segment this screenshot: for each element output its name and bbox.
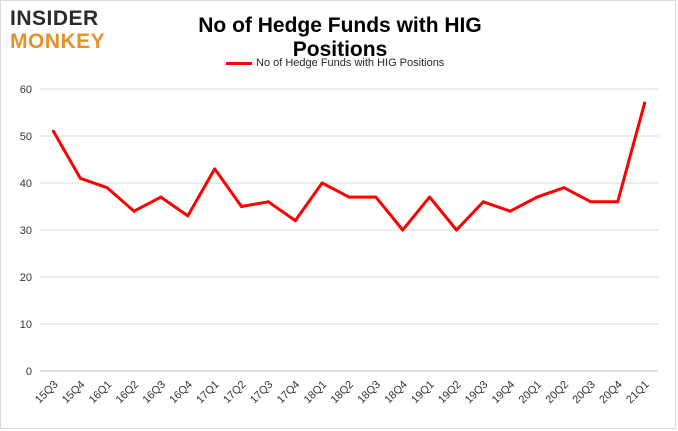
y-tick-label: 10 [20,319,32,331]
data-point [508,209,512,213]
data-point [347,195,351,199]
data-point [186,214,190,218]
x-tick-label: 17Q4 [275,379,303,407]
data-point [454,228,458,232]
x-tick-label: 18Q3 [355,379,383,407]
logo-line-1: INSIDER [10,7,99,30]
x-tick-label: 18Q4 [382,379,410,407]
data-point [320,181,324,185]
data-point [401,228,405,232]
x-tick-label: 19Q1 [409,379,437,407]
y-tick-label: 60 [20,84,32,96]
y-tick-label: 30 [20,225,32,237]
series-line [51,101,647,232]
data-point [266,200,270,204]
x-tick-label: 18Q2 [329,379,357,407]
y-tick-label: 50 [20,131,32,143]
x-tick-label: 16Q2 [114,379,142,407]
chart-legend: No of Hedge Funds with HIG Positions [226,55,444,71]
legend-swatch [226,61,252,65]
data-point [51,129,55,133]
data-point [213,167,217,171]
legend-label: No of Hedge Funds with HIG Positions [256,57,445,69]
data-point [589,200,593,204]
x-tick-label: 16Q3 [141,379,169,407]
data-point [240,205,244,208]
x-tick-label: 20Q4 [597,379,625,407]
data-point [374,195,378,199]
x-tick-label: 19Q2 [436,379,464,407]
x-tick-label: 20Q2 [544,379,572,407]
data-point [535,195,539,199]
x-tick-label: 20Q3 [570,379,598,407]
data-point [78,176,82,180]
data-point [562,186,566,190]
y-tick-label: 0 [26,366,32,378]
x-tick-label: 17Q1 [194,379,222,407]
data-point [132,209,136,213]
insider-monkey-logo: INSIDER MONKEY [10,8,130,52]
x-tick-label: 19Q4 [490,379,518,407]
data-point [616,200,620,204]
data-point [481,200,485,204]
x-tick-label: 16Q1 [87,379,115,407]
logo-line-2: MONKEY [10,30,106,53]
y-tick-label: 20 [20,272,32,284]
x-tick-label: 20Q1 [517,379,545,407]
x-tick-label: 16Q4 [167,379,195,407]
x-tick-label: 15Q3 [33,379,61,407]
x-tick-label: 21Q1 [624,379,652,407]
x-tick-label: 18Q1 [302,379,330,407]
data-point [643,101,647,105]
data-point [159,195,163,199]
data-point [293,219,297,223]
y-tick-label: 40 [20,178,32,190]
chart-title: No of Hedge Funds with HIG Positions [198,14,482,61]
x-tick-label: 15Q4 [60,379,88,407]
x-tick-label: 19Q3 [463,379,491,407]
data-point [105,186,109,190]
x-tick-label: 17Q3 [248,379,276,407]
data-point [428,195,432,199]
x-tick-label: 17Q2 [221,379,249,407]
